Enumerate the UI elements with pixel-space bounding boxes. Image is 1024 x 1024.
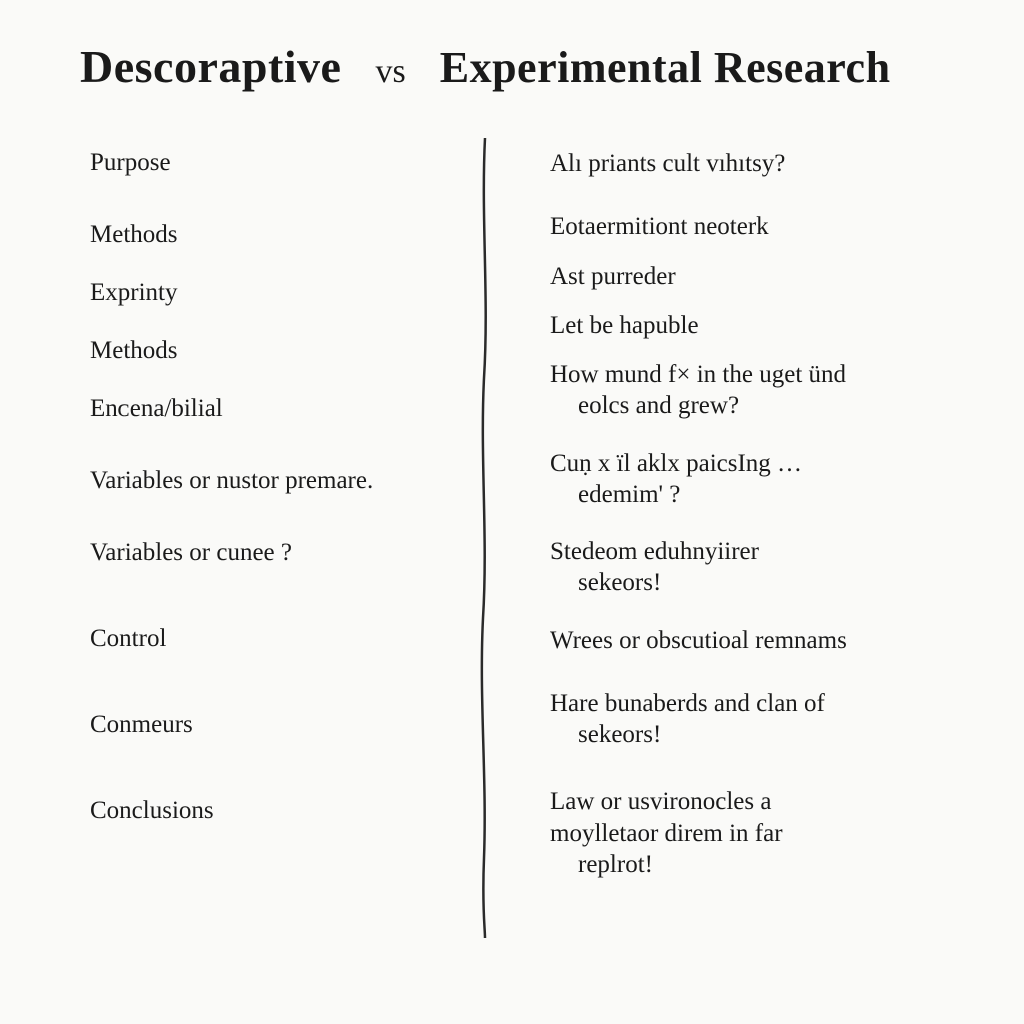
spacer — [550, 674, 974, 688]
left-column: Purpose Methods Exprinty Methods Enᴄena/… — [60, 148, 490, 968]
spacer — [90, 206, 470, 220]
right-line: Stedeom eduhnyiirer — [550, 538, 759, 565]
spacer — [90, 682, 470, 710]
spacer — [550, 772, 974, 786]
right-item: Ast purreder — [550, 261, 974, 292]
left-item: Conmeurs — [90, 710, 470, 740]
right-line: moylletaor direm in far — [550, 820, 783, 847]
spacer — [90, 524, 470, 538]
spacer — [90, 596, 470, 624]
spacer — [90, 452, 470, 466]
title-right: Experimental Research — [440, 42, 891, 93]
right-line: Law or usvironocles a — [550, 788, 771, 815]
right-column: Alı priants cult vıhıtsy? Eotaermitiont … — [490, 148, 974, 968]
right-line: Cuṇ x ïl aklx paicsIng … — [550, 450, 802, 477]
right-line: Wrees or obscutioal remnams — [550, 627, 847, 654]
left-item: Enᴄena/bilial — [90, 394, 470, 424]
title-vs: vs — [375, 53, 405, 91]
right-line: Alı priants cult vıhıtsy? — [550, 150, 785, 177]
left-item: Control — [90, 624, 470, 654]
right-line: Eotaermitiont neoterk — [550, 213, 769, 240]
left-item: Methods — [90, 336, 470, 366]
right-item: Cuṇ x ïl aklx paicsIng … edemim' ? — [550, 448, 974, 511]
right-item: Eotaermitiont neoterk — [550, 211, 974, 242]
spacer — [90, 768, 470, 796]
right-line: eolcs and grew? — [550, 390, 974, 421]
right-item: Wrees or obscutioal remnams — [550, 625, 974, 656]
right-item: Let be hapuble — [550, 310, 974, 341]
right-item: Law or usvironocles a moylletaor direm i… — [550, 786, 974, 880]
left-item: Variables or nustor premare. — [90, 466, 470, 496]
right-item: Alı priants cult vıhıtsy? — [550, 148, 974, 179]
right-line: sekeors! — [550, 719, 974, 750]
right-line: Hare bunaberds and clan of — [550, 690, 825, 717]
page-root: Descoraptive vs Experimental Research Pu… — [0, 0, 1024, 1024]
right-item: How mund f× in the uget ünd eolcs and gr… — [550, 359, 974, 422]
right-line: replrot! — [550, 849, 974, 880]
right-line: edemim' ? — [550, 479, 974, 510]
right-item: Hare bunaberds and clan of sekeors! — [550, 688, 974, 751]
right-item: Stedeom eduhnyiirer sekeors! — [550, 536, 974, 599]
title-left: Descoraptive — [80, 40, 341, 93]
left-item: Exprinty — [90, 278, 470, 308]
left-item: Purpose — [90, 148, 470, 178]
columns-wrapper: Purpose Methods Exprinty Methods Enᴄena/… — [60, 148, 974, 968]
right-line: Ast purreder — [550, 263, 676, 290]
title-row: Descoraptive vs Experimental Research — [80, 40, 974, 93]
left-item: Conclusions — [90, 796, 470, 826]
right-line: Let be hapuble — [550, 312, 699, 339]
right-line: How mund f× in the uget ünd — [550, 361, 846, 388]
left-item: Variables or cunee ? — [90, 538, 470, 568]
right-line: sekeors! — [550, 567, 974, 598]
spacer — [550, 197, 974, 211]
left-item: Methods — [90, 220, 470, 250]
